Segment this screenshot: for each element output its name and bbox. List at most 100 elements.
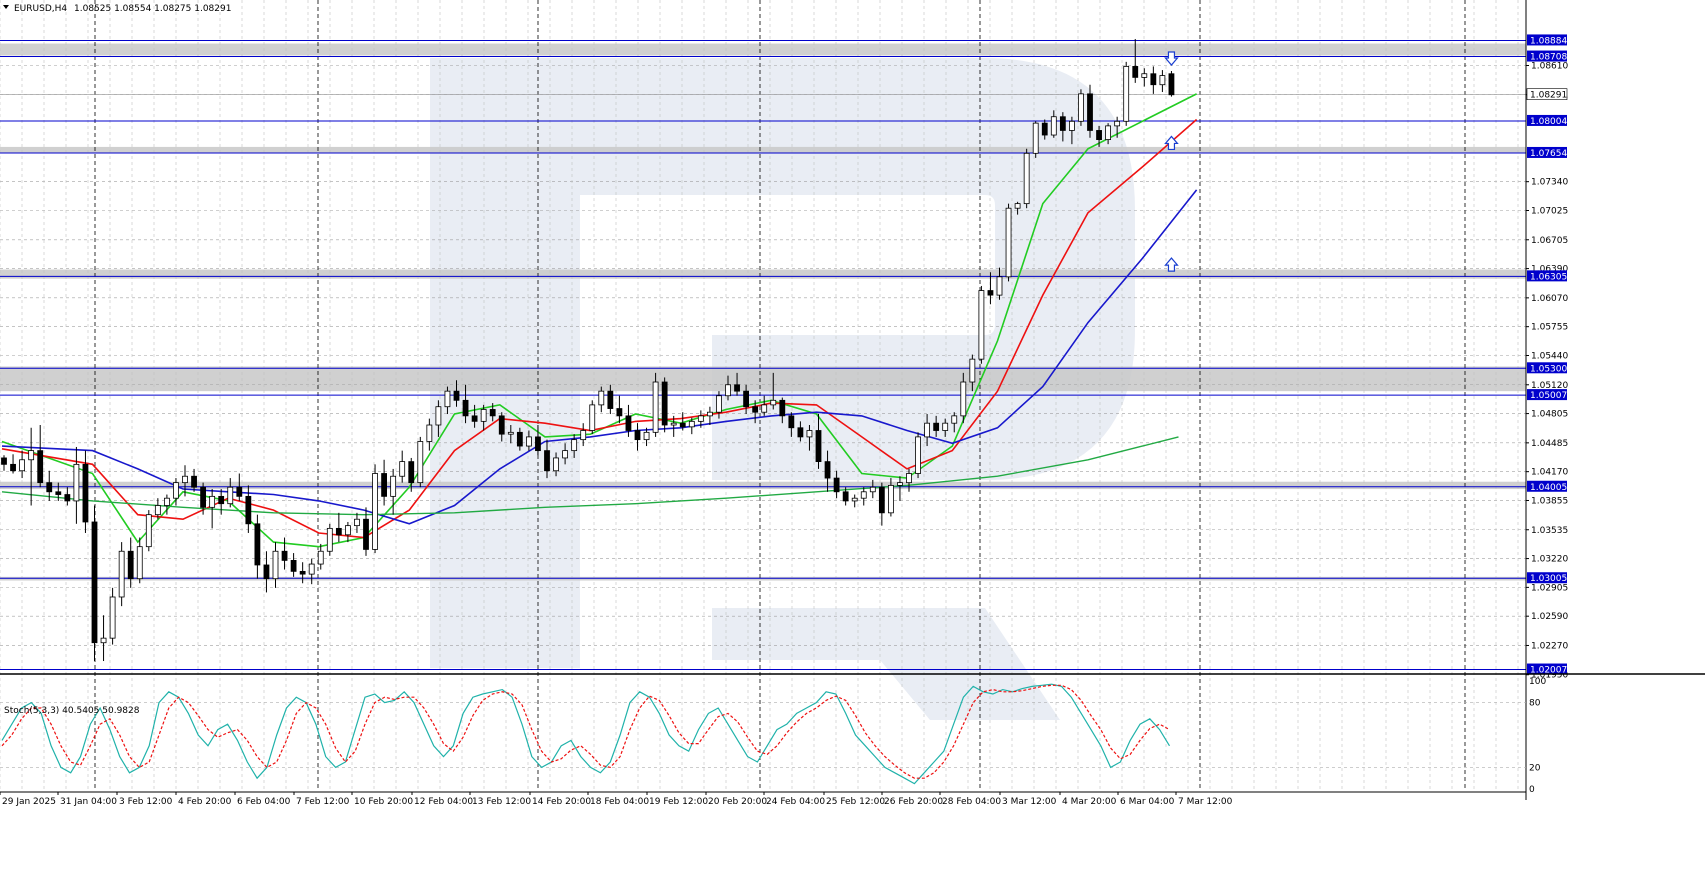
candle-body (154, 505, 161, 516)
level-price-label: 1.06305 (1530, 272, 1567, 282)
candle-body (299, 570, 306, 575)
candle (878, 482, 885, 526)
candle-body (607, 390, 614, 409)
candle-body (535, 436, 541, 452)
level-price-box (1527, 270, 1567, 282)
candle (1023, 148, 1030, 209)
candle (526, 430, 532, 451)
x-tick-label: 13 Feb 12:00 (472, 797, 531, 807)
y-tick-label: 1.06070 (1531, 294, 1568, 304)
candle-body (725, 384, 731, 397)
candle (833, 470, 840, 499)
candle-body (363, 518, 369, 550)
candle-body (933, 422, 940, 431)
stochastic-panel: 100 80 20 0 (0, 673, 1705, 795)
candle (1105, 123, 1111, 145)
candle (544, 439, 550, 479)
candle (987, 272, 994, 305)
candle (888, 478, 894, 517)
candle (1032, 121, 1039, 158)
candle-body (326, 527, 333, 552)
candle-body (616, 408, 623, 417)
candle (372, 464, 378, 554)
candle (1132, 38, 1139, 83)
candle-body (163, 497, 170, 506)
candle (1, 455, 7, 471)
candle (245, 485, 252, 533)
candle (46, 470, 53, 501)
candle (924, 414, 930, 447)
candle (661, 377, 668, 433)
candle-body (290, 559, 297, 572)
candle (806, 425, 813, 451)
candle-body (878, 486, 885, 514)
candle (354, 512, 360, 533)
candle (652, 372, 659, 437)
level-price-box (1527, 362, 1567, 374)
y-tick-label: 1.02905 (1531, 583, 1568, 593)
candle-body (869, 486, 876, 493)
candle-body (118, 550, 125, 598)
y-tick-label: 1.03855 (1531, 496, 1568, 506)
candle (643, 427, 650, 447)
candle (1059, 112, 1066, 142)
candle-body (91, 521, 98, 644)
candle-body (625, 415, 632, 431)
y-tick-label: 1.02270 (1531, 641, 1568, 651)
candle (1014, 201, 1021, 215)
candle-body (571, 439, 578, 452)
candle-body (951, 415, 958, 424)
candle-body (109, 596, 116, 639)
candle (317, 543, 324, 570)
candle-body (707, 411, 713, 417)
candle-body (643, 431, 650, 441)
candle-body (227, 486, 234, 505)
candle (1114, 116, 1121, 138)
y-tick-label: 1.06390 (1531, 265, 1568, 275)
ohlc-readout: 1.08525 1.08554 1.08275 1.08291 (74, 4, 231, 14)
level-price-label: 1.08004 (1530, 117, 1567, 127)
x-tick-label: 10 Feb 20:00 (354, 797, 413, 807)
candle (173, 478, 179, 506)
y-tick-label: 1.05440 (1531, 351, 1568, 361)
candle-body (408, 461, 415, 484)
ma-line (1, 189, 1198, 525)
candle (960, 372, 967, 424)
candle (64, 487, 71, 506)
dropdown-arrow-icon[interactable] (3, 5, 9, 9)
level-price-box (1527, 50, 1567, 62)
candle-body (272, 550, 279, 580)
candle-body (263, 564, 270, 580)
x-tick-label: 20 Feb 20:00 (708, 797, 767, 807)
candle-body (372, 473, 378, 550)
candle-body (218, 495, 225, 505)
price-zone (0, 146, 1526, 154)
x-tick-label: 24 Feb 04:00 (766, 797, 825, 807)
candle (607, 384, 614, 415)
candle-body (317, 550, 324, 565)
candle-body (1114, 120, 1121, 127)
horizontal-levels (0, 39, 1526, 671)
candle-body (1150, 73, 1157, 86)
candle-body (1005, 207, 1012, 278)
candle-body (960, 381, 967, 417)
candle (770, 372, 777, 410)
candle (163, 494, 170, 515)
candle-body (1132, 66, 1139, 78)
y-tick-label: 1.02590 (1531, 612, 1568, 622)
candle (1159, 70, 1166, 93)
candle (598, 386, 605, 413)
candle (725, 375, 731, 401)
candle-body (833, 477, 840, 493)
candle (951, 412, 958, 433)
candle (462, 384, 469, 424)
candle-body (453, 390, 460, 401)
level-price-box (1527, 114, 1567, 126)
candle-body (697, 415, 704, 422)
candle (182, 465, 188, 497)
candle-body (507, 431, 514, 435)
x-tick-label: 28 Feb 04:00 (942, 797, 1001, 807)
candle (218, 489, 225, 515)
